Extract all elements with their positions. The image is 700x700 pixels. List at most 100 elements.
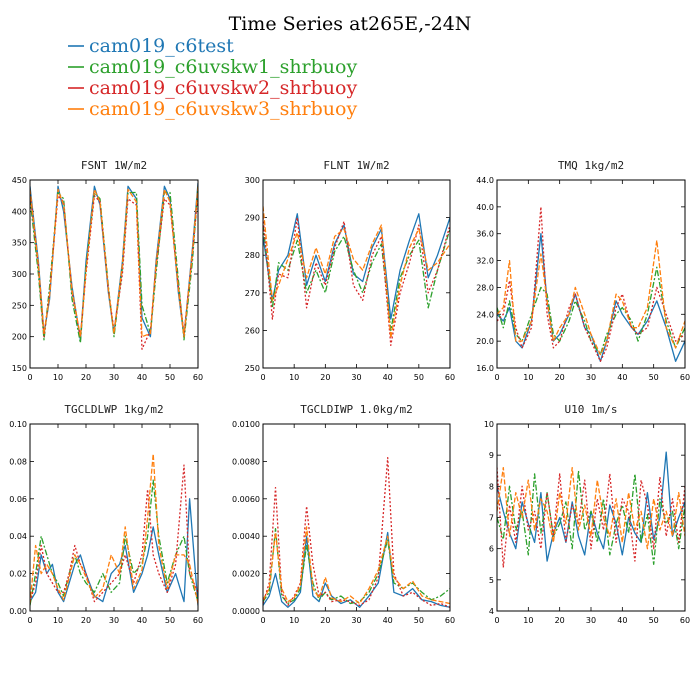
x-tick-label-5-1: 10 [523, 616, 533, 625]
x-tick-label-5-5: 50 [649, 616, 659, 625]
series-line-2-1 [497, 266, 685, 356]
series-line-1-3 [263, 206, 450, 339]
series-line-5-3 [497, 466, 685, 550]
x-tick-label-0-4: 40 [137, 373, 147, 382]
x-tick-label-2-3: 30 [586, 373, 596, 382]
x-tick-label-2-5: 50 [649, 373, 659, 382]
series-line-1-0 [263, 213, 450, 320]
series-line-4-2 [263, 457, 450, 608]
panel-title-0: FSNT 1W/m2 [81, 159, 147, 172]
panel-title-2: TMQ 1kg/m2 [558, 159, 624, 172]
x-tick-label-4-4: 40 [383, 616, 393, 625]
series-line-4-0 [263, 531, 450, 608]
y-tick-label-4-1: 0.0020 [232, 570, 260, 579]
x-tick-label-2-0: 0 [494, 373, 499, 382]
series-line-0-0 [30, 183, 198, 341]
y-tick-label-2-6: 40.0 [476, 203, 494, 212]
x-tick-label-3-5: 50 [165, 616, 175, 625]
plot-frame-2 [496, 179, 686, 369]
y-tick-label-3-5: 0.10 [9, 420, 27, 429]
x-tick-label-2-6: 60 [680, 373, 690, 382]
panels: FSNT 1W/m20 10 20 30 40 50 6015020025030035040… [9, 159, 690, 625]
x-tick-label-2-1: 10 [523, 373, 533, 382]
x-tick-label-1-4: 40 [383, 373, 393, 382]
panel-5: U10 1m/s 0 10 20 30 40 50 60 4 5 6 7 8 9 10 [484, 403, 690, 625]
legend: cam019_c6testcam019_c6uvskw1_shrbuoycam0… [68, 35, 357, 120]
y-tick-label-1-1: 260 [245, 326, 260, 335]
x-tick-label-0-2: 20 [81, 373, 91, 382]
series-group-4 [263, 457, 450, 608]
series-line-5-2 [497, 467, 685, 569]
y-tick-label-2-0: 16.0 [476, 364, 494, 373]
x-tick-label-4-0: 0 [260, 616, 265, 625]
y-tick-label-2-7: 44.0 [476, 176, 494, 185]
panel-0: FSNT 1W/m2 0 10 20 30 40 50 60 150 200 250 300 350 40… [12, 159, 203, 382]
panel-3: TGCLDLWP 1kg/m2 0 10 20 30 40 50 60 0.00 0.02 0.04… [9, 403, 203, 625]
x-tick-label-0-5: 50 [165, 373, 175, 382]
figure-title: Time Series at265E,-24N [229, 13, 472, 35]
plot-frame-3 [29, 423, 199, 612]
series-line-3-2 [30, 464, 198, 603]
legend-label-3: cam019_c6uvskw3_shrbuoy [89, 98, 357, 120]
x-tick-label-1-5: 50 [414, 373, 424, 382]
series-line-0-3 [30, 186, 198, 338]
x-tick-label-2-2: 20 [555, 373, 565, 382]
y-tick-label-5-5: 9 [489, 451, 494, 460]
x-tick-label-0-0: 0 [27, 373, 32, 382]
x-tick-label-1-0: 0 [260, 373, 265, 382]
series-line-3-3 [30, 453, 198, 604]
y-tick-label-0-0: 150 [12, 364, 27, 373]
series-line-4-3 [263, 526, 450, 605]
x-tick-label-5-0: 0 [494, 616, 499, 625]
y-tick-label-0-3: 300 [12, 270, 27, 279]
y-tick-label-3-2: 0.04 [9, 532, 27, 541]
y-tick-label-2-2: 24.0 [476, 310, 494, 319]
y-tick-label-5-1: 5 [489, 576, 494, 585]
plot-frame-4 [262, 423, 451, 612]
x-tick-label-3-6: 60 [193, 616, 203, 625]
series-line-1-2 [263, 216, 450, 347]
series-line-4-1 [263, 528, 450, 605]
y-tick-label-2-5: 36.0 [476, 230, 494, 239]
y-tick-label-1-4: 290 [245, 214, 260, 223]
series-line-5-1 [497, 470, 685, 565]
y-tick-label-0-4: 350 [12, 239, 27, 248]
x-tick-label-4-2: 20 [320, 616, 330, 625]
y-tick-label-2-1: 20.0 [476, 337, 494, 346]
x-tick-label-1-6: 60 [445, 373, 455, 382]
y-tick-label-5-6: 10 [484, 420, 494, 429]
y-tick-label-3-4: 0.08 [9, 457, 27, 466]
y-tick-label-2-4: 32.0 [476, 257, 494, 266]
y-tick-label-5-0: 4 [489, 607, 494, 616]
y-tick-label-1-0: 250 [245, 364, 260, 373]
plot-frame-5 [496, 423, 686, 612]
y-tick-label-3-0: 0.00 [9, 607, 27, 616]
series-group-2 [497, 206, 685, 362]
x-tick-label-4-5: 50 [414, 616, 424, 625]
series-group-0 [30, 183, 198, 350]
y-tick-label-4-2: 0.0040 [232, 532, 260, 541]
y-tick-label-3-1: 0.02 [9, 570, 27, 579]
y-tick-label-5-2: 6 [489, 545, 494, 554]
y-tick-label-0-1: 200 [12, 333, 27, 342]
x-tick-label-0-1: 10 [53, 373, 63, 382]
x-tick-label-1-3: 30 [351, 373, 361, 382]
x-tick-label-3-4: 40 [137, 616, 147, 625]
series-line-2-0 [497, 233, 685, 362]
y-tick-label-0-5: 400 [12, 207, 27, 216]
series-group-1 [263, 206, 450, 347]
y-tick-label-0-6: 450 [12, 176, 27, 185]
x-tick-label-3-2: 20 [81, 616, 91, 625]
legend-label-2: cam019_c6uvskw2_shrbuoy [89, 77, 357, 99]
x-tick-label-2-4: 40 [617, 373, 627, 382]
series-line-0-1 [30, 186, 198, 344]
y-tick-label-5-4: 8 [489, 482, 494, 491]
y-tick-label-1-2: 270 [245, 289, 260, 298]
y-tick-label-5-3: 7 [489, 514, 494, 523]
legend-label-0: cam019_c6test [89, 35, 234, 57]
series-line-3-1 [30, 479, 198, 606]
y-tick-label-4-5: 0.0100 [232, 420, 260, 429]
series-line-2-3 [497, 239, 685, 356]
y-tick-label-2-3: 28.0 [476, 283, 494, 292]
